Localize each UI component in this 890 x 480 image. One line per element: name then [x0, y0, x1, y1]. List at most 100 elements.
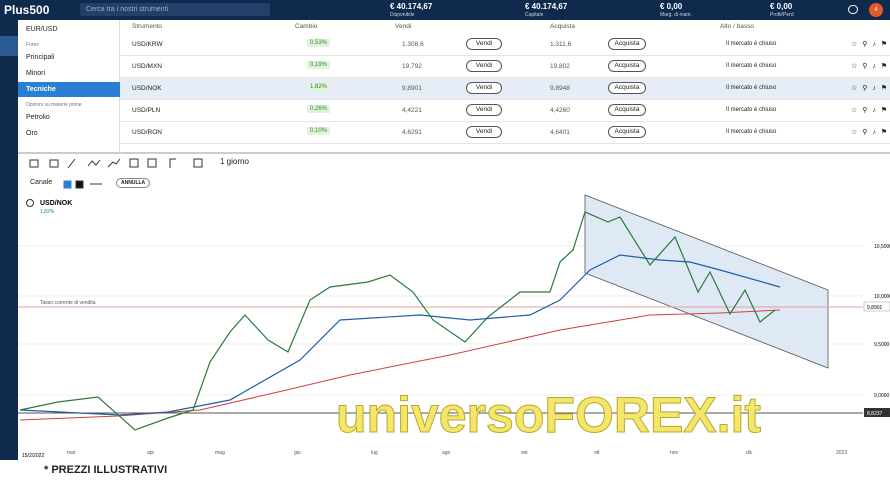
buy-button[interactable]: Acquista — [608, 60, 646, 72]
sell-price: 9,8901 — [402, 85, 422, 92]
month-label: nov — [670, 450, 679, 456]
balance-label: Profit/Perd — [770, 12, 794, 18]
column-header: Acquista — [550, 23, 575, 30]
balance-label: Marg. di mant. — [660, 12, 692, 18]
channel-label[interactable]: Canale — [30, 179, 53, 186]
column-header: Alto / basso — [720, 23, 754, 30]
column-header: Cambio — [295, 23, 318, 30]
change: 0,26% — [307, 105, 331, 113]
market-status: Il mercato è chiuso — [726, 41, 777, 47]
balance-label: Disponibile — [390, 12, 415, 18]
market-status: Il mercato è chiuso — [726, 63, 777, 69]
change: 1,82% — [307, 83, 331, 91]
timeframe[interactable]: 1 giorno — [220, 157, 249, 166]
month-label: lug — [371, 450, 378, 456]
market-status: Il mercato è chiuso — [726, 85, 777, 91]
price-label: 10,5000 — [874, 244, 890, 250]
month-label: mag — [215, 450, 225, 456]
sell-button[interactable]: Vendi — [466, 104, 502, 116]
toolbar-icons — [29, 158, 203, 189]
sell-price: 4,4221 — [402, 107, 422, 114]
cancel-button[interactable]: ANNULLA — [116, 178, 151, 188]
table-row[interactable]: USD/NOK 1,82% 9,8901 Vendi 9,8948 Acquista Il … — [120, 78, 890, 100]
sell-price: 19,792 — [402, 63, 422, 70]
icon-sidebar — [0, 20, 18, 460]
column-header: Strumento — [132, 23, 162, 30]
balance-label: Capitale — [525, 12, 544, 18]
table-row[interactable]: USD/PLN 0,26% 4,4221 Vendi 4,4260 Acquista Il … — [120, 100, 890, 122]
menu-item[interactable]: Tecniche — [18, 82, 120, 97]
month-label: ago — [442, 450, 451, 456]
instrument: USD/RON — [132, 129, 162, 136]
change: 0,10% — [307, 127, 331, 135]
month-label: ott — [594, 450, 600, 456]
line-label: Tasso corrente di vendita — [40, 300, 96, 306]
buy-price: 4,6401 — [550, 129, 570, 136]
ma-blue — [19, 254, 781, 416]
sell-button[interactable]: Vendi — [466, 126, 502, 138]
price-label: 9,5000 — [874, 342, 890, 348]
buy-price: 19,802 — [550, 63, 570, 70]
top-bar: Plus500 Cerca tra i nostri strumenti 4 €… — [0, 0, 890, 20]
search[interactable]: Cerca tra i nostri strumenti — [80, 3, 270, 16]
buy-button[interactable]: Acquista — [608, 104, 646, 116]
row-icons[interactable]: ☆⚲♪⚑ — [851, 107, 890, 114]
footer-note: * PREZZI ILLUSTRATIVI — [44, 464, 168, 476]
active-icon[interactable] — [0, 36, 18, 56]
low-price: 8,8237 — [867, 411, 883, 417]
sell-price: 4,6291 — [402, 129, 422, 136]
change: 0,19% — [307, 61, 331, 69]
menu-item[interactable]: EUR/USD — [26, 26, 58, 33]
month-label: apr — [147, 450, 155, 456]
table-row[interactable]: USD/KRW 0,53% 1.308,6 Vendi 1.311,6 Acquista I… — [120, 34, 890, 56]
instrument: USD/NOK — [132, 85, 162, 92]
footer: * PREZZI ILLUSTRATIVI — [0, 460, 890, 480]
price-label: 9,0000 — [874, 393, 890, 399]
sell-price: 1.308,6 — [402, 41, 424, 48]
month-label: giu — [294, 450, 301, 456]
menu-item[interactable]: Oro — [26, 130, 38, 137]
channel — [584, 194, 829, 369]
balance-value: € 40.174,67 — [390, 2, 433, 11]
sell-button[interactable]: Vendi — [466, 38, 502, 50]
menu-item: Forex — [26, 42, 39, 48]
sell-button[interactable]: Vendi — [466, 60, 502, 72]
buy-price: 4,4260 — [550, 107, 570, 114]
month-label: set — [521, 450, 528, 456]
menu-item[interactable]: Minori — [26, 70, 46, 77]
info-icon[interactable] — [26, 199, 34, 207]
chart-toolbar: 1 giorno Canale ANNULLA — [18, 152, 890, 192]
menu-item[interactable]: Petrolio — [26, 114, 50, 121]
sell-button[interactable]: Vendi — [466, 82, 502, 94]
market-status: Il mercato è chiuso — [726, 129, 777, 135]
symbol-change: 1,82% — [40, 209, 55, 215]
row-icons[interactable]: ☆⚲♪⚑ — [851, 85, 890, 92]
menu-item[interactable]: Principali — [26, 54, 55, 61]
balance-value: € 0,00 — [660, 2, 683, 11]
notification-badge[interactable]: 4 — [869, 3, 883, 17]
row-icons[interactable]: ☆⚲♪⚑ — [851, 63, 890, 70]
buy-button[interactable]: Acquista — [608, 38, 646, 50]
month-label: dic — [746, 450, 753, 456]
category-menu: EUR/USD Forex Principali Minori Tecniche Opzi… — [18, 20, 120, 152]
row-icons[interactable]: ☆⚲♪⚑ — [851, 129, 890, 136]
instrument-table: Strumento Cambio Vendi Acquista Alto / basso… — [120, 20, 890, 152]
balance-value: € 40.174,67 — [525, 2, 568, 11]
start-date: 15/2/2022 — [22, 453, 44, 459]
table-row[interactable]: USD/RON 0,10% 4,6291 Vendi 4,6401 Acquista Il … — [120, 122, 890, 144]
instrument: USD/KRW — [132, 41, 163, 48]
balance-value: € 0,00 — [770, 2, 793, 11]
month-label: 2023 — [836, 450, 847, 456]
market-status: Il mercato è chiuso — [726, 107, 777, 113]
buy-price: 1.311,6 — [550, 41, 572, 48]
buy-button[interactable]: Acquista — [608, 82, 646, 94]
table-row[interactable]: USD/MXN 0,19% 19,792 Vendi 19,802 Acquista Il … — [120, 56, 890, 78]
watermark: universoFOREX.it — [336, 387, 761, 443]
row-icons[interactable]: ☆⚲♪⚑ — [851, 41, 890, 48]
price-line — [19, 211, 776, 431]
buy-button[interactable]: Acquista — [608, 126, 646, 138]
logo: Plus500 — [4, 3, 50, 17]
eye-icon[interactable] — [848, 5, 858, 14]
menu-item: Opzioni su materie prime — [26, 102, 82, 108]
